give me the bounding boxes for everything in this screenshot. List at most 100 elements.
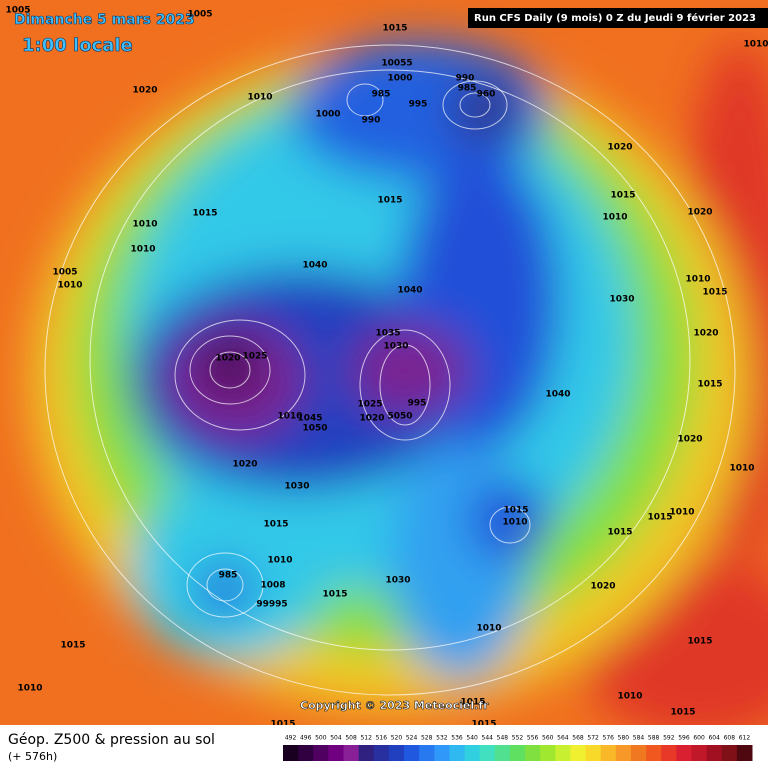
isobar-label: 1015 xyxy=(460,698,485,708)
colorbar-label: 544 xyxy=(482,735,494,742)
isobar-label: 1015 xyxy=(377,196,402,206)
colorbar-swatch xyxy=(343,745,360,761)
colorbar-label: 588 xyxy=(648,735,660,742)
colorbar-swatch xyxy=(585,745,602,761)
colorbar-swatch xyxy=(328,745,345,761)
colorbar-label: 592 xyxy=(663,735,675,742)
colorbar-swatch xyxy=(736,745,753,761)
colorbar-swatch xyxy=(676,745,692,761)
map-background xyxy=(0,0,768,740)
isobar-label: 985 xyxy=(372,90,391,100)
colorbar-label: 608 xyxy=(724,735,736,742)
isobar-label: 960 xyxy=(477,90,496,100)
isobar-label: 1020 xyxy=(215,354,240,364)
colorbar: 492 496 500 504 508 512 516 520 524 528 532 536 540 5… xyxy=(283,735,753,761)
isobar-label: 995 xyxy=(408,399,427,409)
colorbar-swatch xyxy=(509,745,526,761)
isobar-label: 1015 xyxy=(263,520,288,530)
colorbar-label: 556 xyxy=(527,735,539,742)
isobar-label: 1010 xyxy=(17,684,42,694)
isobar-label: 1010 xyxy=(729,464,754,474)
isobar-label: 1005 xyxy=(187,10,212,20)
colorbar-label: 496 xyxy=(300,735,312,742)
colorbar-swatch xyxy=(661,745,677,761)
colorbar-label: 580 xyxy=(618,735,630,742)
local-time: 1:00 locale xyxy=(22,35,133,56)
isobar-label: 1040 xyxy=(545,390,570,400)
colorbar-swatch xyxy=(721,745,738,761)
isobar-label: 1010 xyxy=(602,213,627,223)
colorbar-label: 568 xyxy=(572,735,584,742)
isobar-label: 985 xyxy=(219,571,238,581)
isobar-label: 1015 xyxy=(607,528,632,538)
isobar-label: 1010 xyxy=(132,220,157,230)
colorbar-label: 572 xyxy=(587,735,599,742)
isobar-label: 1015 xyxy=(270,720,295,730)
colorbar-swatch xyxy=(494,745,511,761)
colorbar-swatch xyxy=(691,745,708,761)
colorbar-label: 492 xyxy=(285,735,297,742)
colorbar-label: 548 xyxy=(497,735,509,742)
isobar-label: 1000 xyxy=(387,74,412,84)
colorbar-label: 512 xyxy=(360,735,372,742)
colorbar-label: 560 xyxy=(542,735,554,742)
isobar-label: 1005 xyxy=(52,268,77,278)
colorbar-label: 564 xyxy=(557,735,569,742)
colorbar-label: 508 xyxy=(345,735,357,742)
colorbar-label: 524 xyxy=(406,735,418,742)
isobar-label: 1015 xyxy=(471,720,496,730)
isobar-label: 1010 xyxy=(277,412,302,422)
isobar-label: 1008 xyxy=(260,581,285,591)
colorbar-label: 516 xyxy=(376,735,388,742)
isobar-label: 1045 xyxy=(297,414,322,424)
isobar-label: 1010 xyxy=(57,281,82,291)
colorbar-label: 612 xyxy=(739,735,751,742)
isobar-label: 1020 xyxy=(132,86,157,96)
isobar-label: 1015 xyxy=(687,637,712,647)
colorbar-swatch xyxy=(646,745,662,761)
isobar-label: 1005 xyxy=(5,6,30,16)
colorbar-swatch xyxy=(615,745,632,761)
colorbar-label: 540 xyxy=(466,735,478,742)
isobar-label: 1015 xyxy=(382,24,407,34)
colorbar-swatch xyxy=(434,745,450,761)
colorbar-label: 552 xyxy=(512,735,524,742)
colorbar-swatch xyxy=(600,745,617,761)
colorbar-swatch xyxy=(525,745,541,761)
colorbar-label: 536 xyxy=(451,735,463,742)
colorbar-swatch xyxy=(706,745,723,761)
isobar-label: 990 xyxy=(456,74,475,84)
colorbar-swatch xyxy=(313,745,329,761)
isobar-label: 1030 xyxy=(609,295,634,305)
isobar-label: 1020 xyxy=(607,143,632,153)
colorbar-swatch xyxy=(555,745,571,761)
colorbar-swatch xyxy=(540,745,556,761)
colorbar-swatch xyxy=(404,745,420,761)
isobar-label: 5050 xyxy=(387,412,412,422)
legend-title: Géop. Z500 & pression au sol xyxy=(8,732,215,748)
isobar-label: 1015 xyxy=(647,513,672,523)
isobar-label: 1010 xyxy=(476,624,501,634)
colorbar-swatch xyxy=(630,745,647,761)
colorbar-label: 584 xyxy=(633,735,645,742)
isobar-label: 1010 xyxy=(502,518,527,528)
isobar-label: 990 xyxy=(362,116,381,126)
isobar-label: 1000 xyxy=(315,110,340,120)
isobar-label: 1010 xyxy=(267,556,292,566)
isobar-label: 1015 xyxy=(192,209,217,219)
isobar-label: 1010 xyxy=(685,275,710,285)
isobar-label: 1040 xyxy=(302,261,327,271)
isobar-label: 1010 xyxy=(130,245,155,255)
isobar-label: 1020 xyxy=(590,582,615,592)
isobar-label: 1015 xyxy=(610,191,635,201)
isobar-label: 99995 xyxy=(256,600,287,610)
isobar-label: 1030 xyxy=(383,342,408,352)
colorbar-swatch xyxy=(570,745,587,761)
colorbar-swatch xyxy=(388,745,405,761)
isobar-label: 1010 xyxy=(617,692,642,702)
isobar-label: 1030 xyxy=(385,576,410,586)
colorbar-label: 600 xyxy=(693,735,705,742)
